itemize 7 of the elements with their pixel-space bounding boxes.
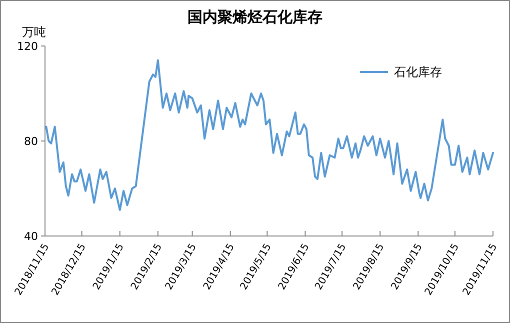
y-tick-label: 80 bbox=[24, 135, 38, 148]
title: 国内聚烯烃石化库存 bbox=[188, 8, 322, 26]
legend-label: 石化库存 bbox=[394, 65, 442, 79]
legend: 石化库存 bbox=[360, 65, 442, 79]
y-tick-label: 40 bbox=[24, 230, 38, 243]
y-tick-label: 120 bbox=[17, 40, 38, 53]
ylabel: 万吨 bbox=[22, 25, 46, 39]
